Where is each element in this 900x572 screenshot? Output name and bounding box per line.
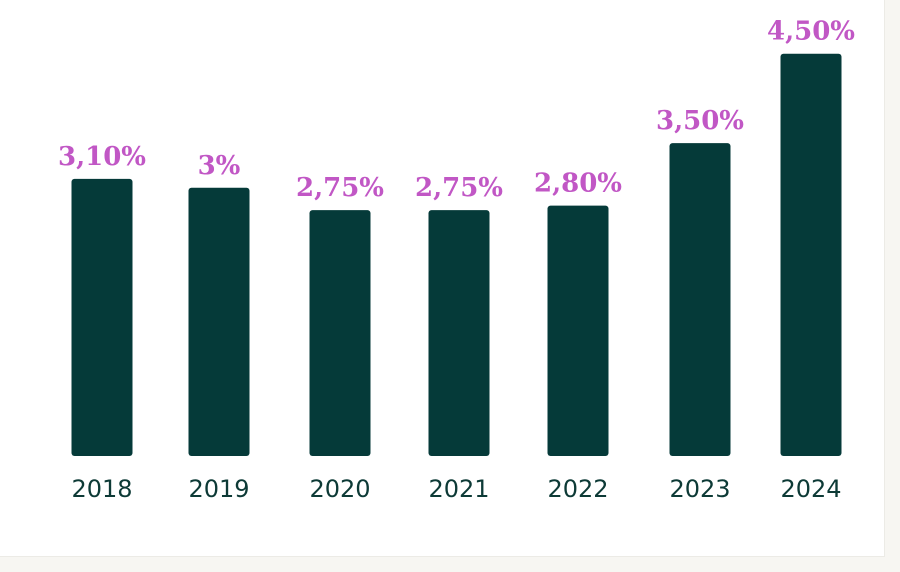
value-label-2018: 3,10% (58, 142, 146, 172)
x-tick-label-2018: 2018 (71, 475, 132, 503)
bar-2024 (780, 53, 842, 456)
chart-card: 3,10% 2018 3% 2019 2,75% 2020 2,75% 2021 2,80% 20… (0, 0, 885, 557)
bar-2021 (428, 210, 490, 456)
bar-2023 (669, 143, 731, 456)
bar-chart: 3,10% 2018 3% 2019 2,75% 2020 2,75% 2021 2,80% 20… (58, 17, 855, 503)
x-tick-label-2021: 2021 (428, 475, 489, 503)
value-label-2023: 3,50% (656, 106, 744, 136)
value-label-2022: 2,80% (534, 169, 622, 199)
x-tick-label-2019: 2019 (188, 475, 249, 503)
bar-2019 (188, 187, 250, 457)
bar-2018 (71, 178, 133, 457)
value-label-2019: 3% (198, 151, 241, 181)
value-label-2024: 4,50% (767, 17, 855, 47)
x-tick-label-2023: 2023 (669, 475, 730, 503)
x-tick-label-2024: 2024 (780, 475, 841, 503)
bar-2022 (547, 205, 609, 456)
bar-2020 (309, 210, 371, 456)
value-label-2020: 2,75% (296, 173, 384, 203)
x-tick-label-2022: 2022 (547, 475, 608, 503)
x-tick-label-2020: 2020 (309, 475, 370, 503)
value-label-2021: 2,75% (415, 173, 503, 203)
